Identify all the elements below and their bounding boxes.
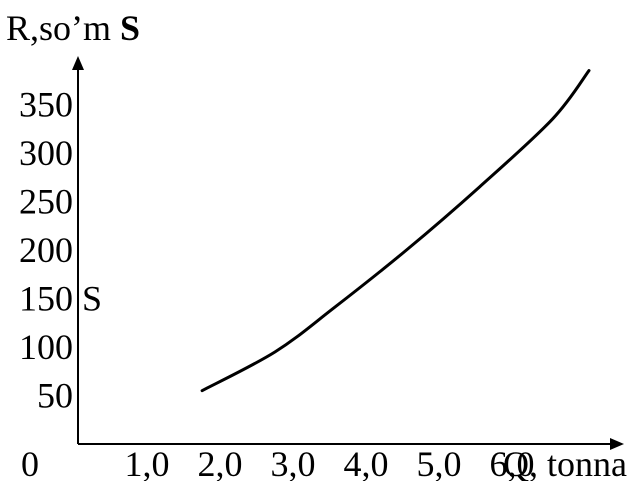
y-tick-label: 150 [19, 279, 73, 319]
y-tick-label: 350 [19, 85, 73, 125]
series-line-S [200, 69, 591, 393]
y-tick-label: 300 [19, 133, 73, 173]
axes [72, 56, 624, 450]
x-axis-label: Q, tonna [503, 444, 627, 481]
series-label: S [82, 279, 102, 319]
y-tick-label: 200 [19, 230, 73, 270]
plot-area [200, 69, 591, 393]
x-tick-label: 2,0 [198, 444, 243, 481]
x-tick-label: 0 [21, 444, 39, 481]
tick-labels: 50 100 150 200 250 300 350 0 1,0 2,0 3,0 4,0 5,0 6,0 [19, 85, 535, 481]
x-tick-label: 6,0 [490, 444, 535, 481]
x-tick-label: 4,0 [344, 444, 389, 481]
y-tick-label: 100 [19, 327, 73, 367]
y-tick-label: 50 [37, 376, 73, 416]
y-axis-label: R,so’m S [6, 8, 140, 48]
x-tick-label: 5,0 [417, 444, 462, 481]
x-axis-arrow [610, 438, 624, 450]
y-tick-label: 250 [19, 182, 73, 222]
y-axis-arrow [72, 56, 84, 70]
y-axis-label-text: R,so’m [6, 8, 120, 48]
x-tick-label: 1,0 [125, 444, 170, 481]
x-tick-label: 3,0 [271, 444, 316, 481]
y-axis-label-bold: S [120, 8, 140, 48]
